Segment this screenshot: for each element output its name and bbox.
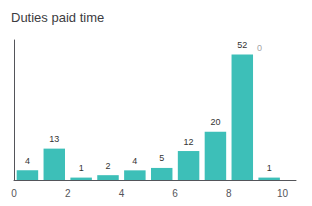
svg-text:52: 52 <box>237 40 247 50</box>
svg-text:Duties paid time: Duties paid time <box>11 10 104 25</box>
svg-text:8: 8 <box>226 188 232 199</box>
svg-text:12: 12 <box>184 137 194 147</box>
svg-text:0: 0 <box>11 188 17 199</box>
svg-text:20: 20 <box>210 117 220 127</box>
svg-text:1: 1 <box>79 163 84 173</box>
svg-text:4: 4 <box>132 156 137 166</box>
svg-text:4: 4 <box>25 156 30 166</box>
svg-text:2: 2 <box>105 161 110 171</box>
svg-text:1: 1 <box>267 163 272 173</box>
svg-text:0: 0 <box>257 43 262 53</box>
svg-text:4: 4 <box>119 188 125 199</box>
svg-text:5: 5 <box>159 153 164 163</box>
svg-text:10: 10 <box>277 188 289 199</box>
svg-text:2: 2 <box>65 188 71 199</box>
svg-text:13: 13 <box>49 134 59 144</box>
svg-text:6: 6 <box>172 188 178 199</box>
